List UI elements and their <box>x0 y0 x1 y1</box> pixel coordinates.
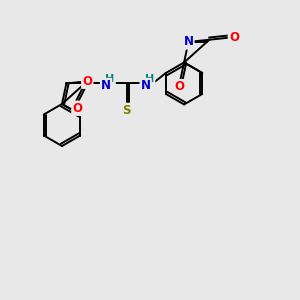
Text: O: O <box>174 80 184 93</box>
Text: O: O <box>82 75 92 88</box>
Text: H: H <box>145 74 154 85</box>
Text: N: N <box>183 35 194 48</box>
Text: S: S <box>123 104 131 117</box>
Text: N: N <box>101 79 111 92</box>
Text: O: O <box>229 31 239 44</box>
Text: H: H <box>105 74 115 85</box>
Text: N: N <box>141 79 151 92</box>
Text: O: O <box>72 102 82 115</box>
